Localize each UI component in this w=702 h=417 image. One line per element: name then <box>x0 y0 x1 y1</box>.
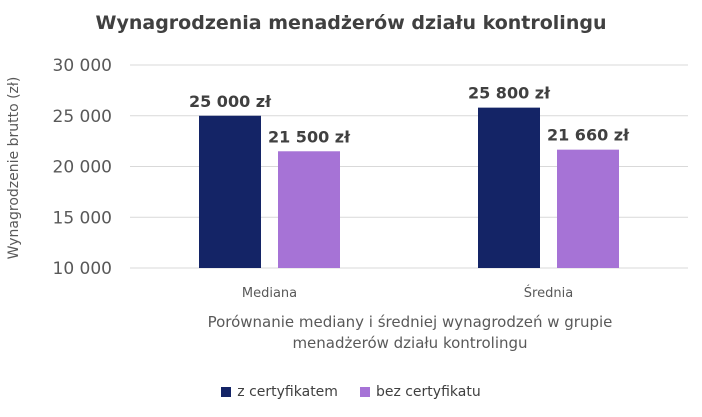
data-label: 25 800 zł <box>468 84 551 103</box>
data-label: 25 000 zł <box>189 92 272 111</box>
legend-item-z-certyfikatem: z certyfikatem <box>221 384 338 400</box>
y-tick-label: 30 000 <box>53 56 112 76</box>
bar <box>278 151 340 268</box>
x-axis-label-line-2: menadżerów działu kontrolingu <box>292 334 528 352</box>
bar <box>557 149 619 268</box>
data-label: 21 500 zł <box>268 127 351 146</box>
bar <box>478 107 540 268</box>
legend-label-bez-certyfikatu: bez certyfikatu <box>375 384 481 400</box>
y-tick-label: 25 000 <box>53 107 112 127</box>
legend-label-z-certyfikatem: z certyfikatem <box>237 384 338 400</box>
data-label-layer: 25 000 zł 21 500 zł 25 800 zł 21 660 zł <box>189 84 630 147</box>
x-axis-label: Porównanie mediany i średniej wynagrodze… <box>130 312 690 354</box>
bar <box>199 115 261 268</box>
x-axis-label-line-1: Porównanie mediany i średniej wynagrodze… <box>207 313 613 331</box>
data-label: 21 660 zł <box>547 126 630 145</box>
chart-title: Wynagrodzenia menadżerów działu kontroli… <box>95 12 607 34</box>
y-tick-label: 10 000 <box>53 259 112 279</box>
y-tick-label: 15 000 <box>53 208 112 228</box>
x-tick-layer: Mediana Średnia <box>242 285 573 301</box>
legend-swatch-bez-certyfikatu <box>359 387 370 397</box>
y-tick-layer: 10 000 15 000 20 000 25 000 30 000 <box>53 56 112 279</box>
y-tick-label: 20 000 <box>53 158 112 178</box>
x-tick-label: Średnia <box>524 285 573 301</box>
legend-item-bez-certyfikatu: bez certyfikatu <box>359 384 481 400</box>
x-tick-label: Mediana <box>242 286 297 301</box>
legend-swatch-z-certyfikatem <box>221 387 232 397</box>
bar-layer <box>199 107 619 268</box>
legend: z certyfikatem bez certyfikatu <box>0 384 702 400</box>
